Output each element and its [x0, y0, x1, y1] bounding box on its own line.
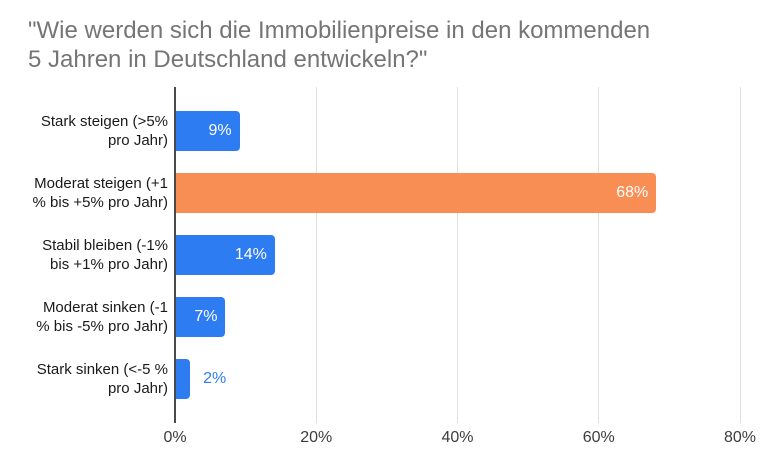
x-tick-label: 40% — [441, 429, 474, 446]
category-label-line: bis +1% pro Jahr) — [50, 256, 168, 273]
bar-value-label: 7% — [194, 308, 218, 325]
x-tick-label: 60% — [582, 429, 615, 446]
category-label-line: % bis +5% pro Jahr) — [32, 194, 168, 211]
category-label-line: pro Jahr) — [107, 132, 168, 149]
gridline — [315, 87, 317, 423]
category-label-line: pro Jahr) — [107, 380, 168, 397]
category-label-line: Stabil bleiben (-1% — [42, 237, 168, 254]
bar-5 — [176, 359, 191, 399]
bar-1: 9% — [176, 111, 240, 151]
bar-value-label: 9% — [208, 122, 232, 139]
category-label: Moderat sinken (-1 % bis -5% pro Jahr) — [20, 298, 168, 336]
chart-title-line2: 5 Jahren in Deutschland entwickeln?" — [28, 46, 428, 73]
x-tick-label: 80% — [723, 429, 757, 446]
bar-value-label: 68% — [616, 184, 649, 201]
gridline — [457, 87, 458, 423]
category-label: Stark steigen (>5% pro Jahr) — [20, 112, 168, 150]
chart-title-line1: "Wie werden sich die Immobilienpreise in… — [28, 17, 651, 44]
category-label-line: Moderat sinken (-1 — [42, 299, 168, 316]
category-label-line: Stark steigen (>5% — [40, 113, 168, 130]
axis-baseline — [174, 87, 176, 423]
category-label-line: % bis -5% pro Jahr) — [36, 318, 168, 335]
x-tick-label: 0% — [163, 429, 187, 446]
bar-3: 14% — [176, 235, 275, 275]
category-label-line: Stark sinken (<-5 % — [36, 361, 168, 378]
gridline — [598, 87, 600, 423]
gridline — [739, 87, 741, 423]
x-tick-label: 20% — [300, 429, 333, 446]
category-axis: Stark steigen (>5% pro Jahr) Moderat steig… — [20, 87, 168, 423]
bar-value-label: 2% — [203, 370, 227, 387]
category-label: Moderat steigen (+1 % bis +5% pro Jahr) — [20, 174, 168, 212]
category-label: Stabil bleiben (-1% bis +1% pro Jahr) — [20, 236, 168, 274]
category-label: Stark sinken (<-5 % pro Jahr) — [20, 360, 168, 398]
category-label-line: Moderat steigen (+1 — [34, 175, 168, 192]
bar-value-label: 14% — [234, 246, 267, 263]
bar-2: 68% — [176, 173, 657, 213]
plot-area: 9% 68% 14% 7% 2% — [174, 87, 741, 423]
bar-4: 7% — [176, 297, 226, 337]
chart-title: "Wie werden sich die Immobilienpreise in… — [28, 16, 650, 74]
